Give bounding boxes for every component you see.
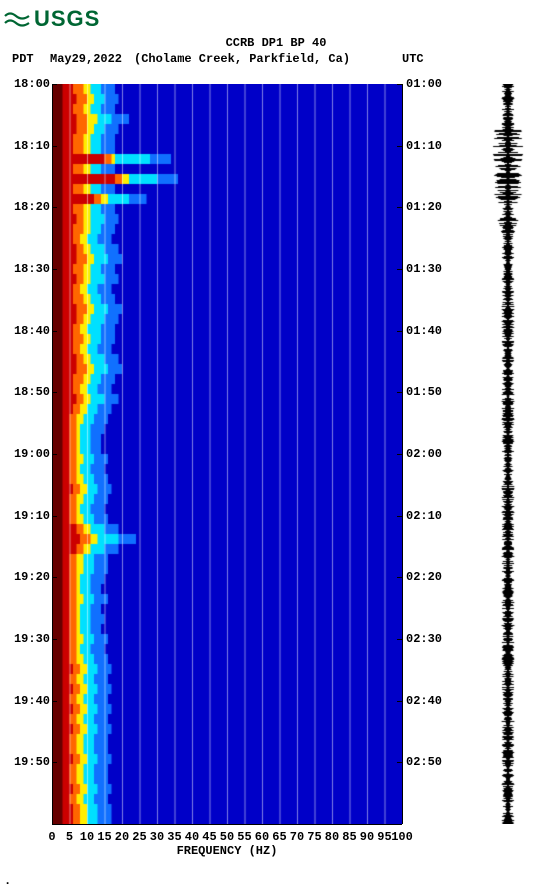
freq-tick: 10 (80, 830, 94, 844)
right-tick: 02:00 (406, 447, 442, 461)
right-tick: 02:50 (406, 755, 442, 769)
freq-tick: 45 (202, 830, 216, 844)
freq-tick: 60 (255, 830, 269, 844)
left-tick: 18:20 (14, 200, 50, 214)
right-tick: 02:40 (406, 694, 442, 708)
freq-tick: 95 (377, 830, 391, 844)
freq-tick: 15 (97, 830, 111, 844)
right-tick: 01:10 (406, 139, 442, 153)
freq-tick: 100 (391, 830, 413, 844)
freq-tick: 35 (167, 830, 181, 844)
freq-tick: 90 (360, 830, 374, 844)
left-tick: 18:00 (14, 77, 50, 91)
freq-tick: 5 (66, 830, 73, 844)
freq-tick: 70 (290, 830, 304, 844)
left-tick: 19:50 (14, 755, 50, 769)
right-tick: 01:30 (406, 262, 442, 276)
left-tick: 19:20 (14, 570, 50, 584)
page: USGS CCRB DP1 BP 40 PDT May29,2022 (Chol… (0, 0, 552, 892)
left-tick: 18:50 (14, 385, 50, 399)
right-tick: 01:40 (406, 324, 442, 338)
right-tick: 02:30 (406, 632, 442, 646)
right-tick: 01:00 (406, 77, 442, 91)
chart-title: CCRB DP1 BP 40 (0, 36, 552, 50)
pdt-label: PDT (12, 52, 34, 66)
waveform-trace (478, 84, 538, 824)
left-tick: 19:10 (14, 509, 50, 523)
freq-tick: 0 (48, 830, 55, 844)
left-tick: 18:10 (14, 139, 50, 153)
freq-tick: 85 (342, 830, 356, 844)
freq-tick: 75 (307, 830, 321, 844)
logo-text: USGS (34, 6, 100, 32)
spectrogram-plot (52, 84, 402, 824)
freq-tick: 20 (115, 830, 129, 844)
x-axis-label: FREQUENCY (HZ) (52, 844, 402, 858)
bottom-axis-line (52, 824, 402, 825)
location-label: (Cholame Creek, Parkfield, Ca) (134, 52, 350, 66)
right-tick: 02:20 (406, 570, 442, 584)
freq-tick: 80 (325, 830, 339, 844)
freq-tick: 40 (185, 830, 199, 844)
date-label: May29,2022 (50, 52, 122, 66)
left-tick: 19:30 (14, 632, 50, 646)
left-tick: 18:30 (14, 262, 50, 276)
freq-tick: 65 (272, 830, 286, 844)
freq-tick: 55 (237, 830, 251, 844)
freq-tick: 50 (220, 830, 234, 844)
freq-tick: 30 (150, 830, 164, 844)
freq-tick: 25 (132, 830, 146, 844)
frequency-axis: 0510152025303540455055606570758085909510… (52, 824, 402, 844)
left-tick: 19:00 (14, 447, 50, 461)
right-tick: 02:10 (406, 509, 442, 523)
left-tick: 19:40 (14, 694, 50, 708)
footer-mark: . (4, 874, 11, 888)
right-time-axis: 01:0001:1001:2001:3001:4001:5002:0002:10… (402, 84, 452, 824)
left-time-axis: 18:0018:1018:2018:3018:4018:5019:0019:10… (0, 84, 52, 824)
usgs-logo: USGS (4, 6, 100, 32)
left-tick: 18:40 (14, 324, 50, 338)
right-tick: 01:20 (406, 200, 442, 214)
wave-icon (4, 9, 30, 29)
right-tick: 01:50 (406, 385, 442, 399)
utc-label: UTC (402, 52, 424, 66)
